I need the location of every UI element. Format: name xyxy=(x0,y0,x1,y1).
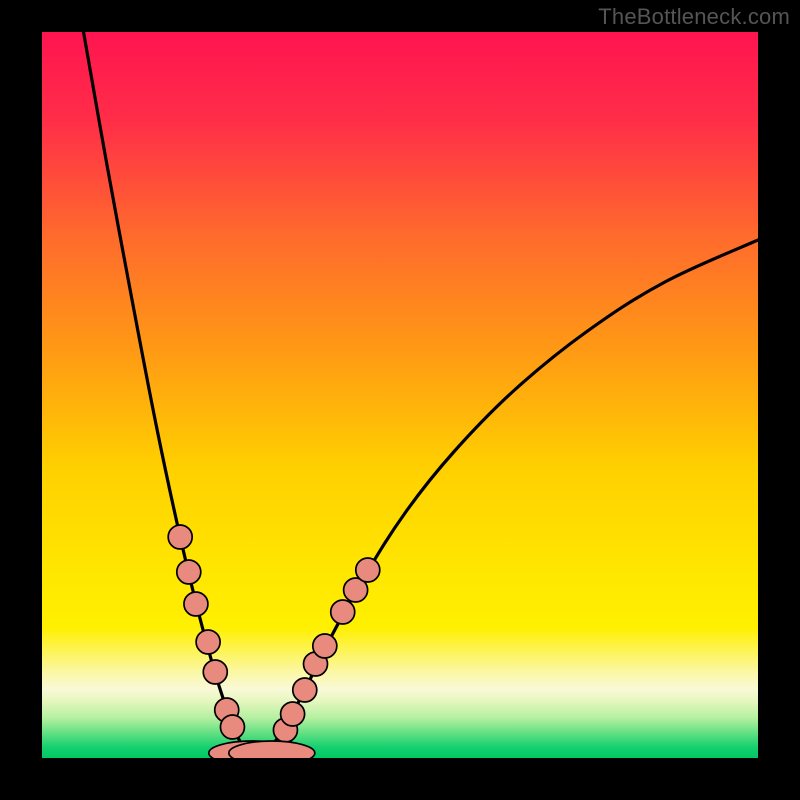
data-marker xyxy=(184,592,208,616)
data-marker xyxy=(281,702,305,726)
watermark-text: TheBottleneck.com xyxy=(598,4,790,30)
data-marker xyxy=(293,678,317,702)
data-marker xyxy=(313,634,337,658)
data-marker xyxy=(203,660,227,684)
data-marker xyxy=(168,525,192,549)
data-marker xyxy=(196,630,220,654)
data-marker xyxy=(331,600,355,624)
chart-container: TheBottleneck.com xyxy=(0,0,800,800)
bottleneck-chart xyxy=(0,0,800,800)
data-marker xyxy=(220,715,244,739)
data-marker xyxy=(356,558,380,582)
data-marker xyxy=(177,560,201,584)
